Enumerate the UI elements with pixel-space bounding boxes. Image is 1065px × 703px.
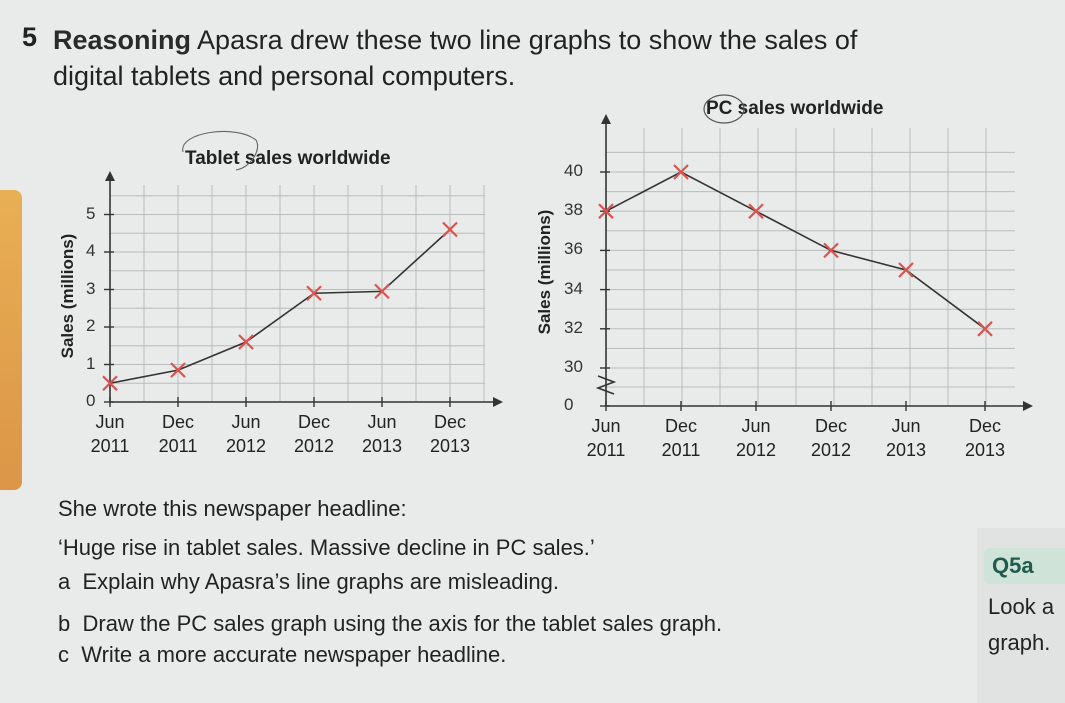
pc-series-line (605, 171, 986, 330)
tablet-chart-title: Tablet sales worldwide (185, 148, 391, 169)
tablet-y-axis-label: Sales (millions) (58, 233, 77, 359)
tablet-point-0 (102, 375, 118, 392)
tablet-x-tick-month: Jun (231, 412, 261, 432)
part-b: b Draw the PC sales graph using the axis… (58, 610, 722, 638)
pc-x-tick-month: Dec (814, 416, 847, 436)
part-c-text: Write a more accurate newspaper headline… (81, 642, 507, 667)
tablet-sales-chart (102, 130, 503, 407)
pc-chart-title: PC sales worldwide (706, 98, 884, 119)
pc-axis-break-icon (595, 375, 617, 395)
tablet-y-tick-label: 4 (86, 241, 96, 260)
tablet-series-line (109, 228, 451, 385)
part-c-letter: c (58, 642, 69, 667)
part-a-text: Explain why Apasra’s line graphs are mis… (82, 569, 560, 594)
pc-y-tick-label: 40 (564, 161, 583, 180)
pc-point-5 (977, 321, 993, 337)
pc-x-tick-year: 2012 (810, 440, 852, 460)
question-label: Reasoning (53, 25, 192, 55)
pc-x-tick-year: 2011 (586, 440, 626, 460)
part-a-letter: a (58, 569, 71, 594)
pc-y-arrow (601, 114, 611, 124)
pc-point-3 (823, 242, 839, 259)
pc-x-tick-month: Dec (664, 416, 697, 436)
tablet-point-4 (374, 283, 390, 300)
pc-y-tick-label: 32 (564, 317, 583, 337)
page-tab-edge (0, 190, 22, 490)
pc-x-tick-month: Dec (968, 416, 1001, 436)
tablet-x-tick-year: 2012 (225, 436, 267, 456)
tablet-point-1 (170, 362, 186, 378)
pc-x-tick-month: Jun (741, 416, 771, 436)
pc-x-tick-year: 2012 (735, 440, 777, 460)
headline-quote: ‘Huge rise in tablet sales. Massive decl… (58, 535, 595, 560)
question-number: 5 (22, 22, 38, 52)
tablet-x-tick-year: 2012 (293, 436, 335, 456)
tablet-x-tick-year: 2011 (90, 436, 130, 456)
pc-x-tick-year: 2013 (885, 440, 927, 460)
tablet-x-tick-year: 2013 (429, 436, 471, 456)
pc-x-tick-month: Jun (891, 416, 921, 436)
pc-y-tick-label: 30 (564, 357, 583, 376)
pc-y-tick-label: 34 (564, 278, 583, 298)
question-intro: Reasoning Apasra drew these two line gra… (53, 22, 883, 94)
part-b-text: Draw the PC sales graph using the axis f… (82, 611, 723, 636)
pc-point-2 (748, 203, 764, 219)
tablet-x-tick-year: 2011 (158, 436, 198, 456)
side-note-2: graph. (988, 630, 1051, 655)
tablet-point-3 (306, 285, 322, 302)
tablet-point-5 (442, 221, 458, 238)
tablet-point-2 (238, 334, 254, 350)
pc-x-tick-year: 2013 (964, 440, 1006, 460)
pc-x-tick-year: 2011 (661, 440, 701, 460)
part-a: a Explain why Apasra’s line graphs are m… (58, 568, 559, 596)
q5a-badge: Q5a (984, 548, 1065, 584)
tablet-circle-annotation (182, 130, 258, 171)
tablet-x-tick-month: Jun (367, 412, 397, 432)
pc-y-axis-label: Sales (millions) (535, 209, 554, 335)
pc-y-tick-label: 38 (564, 200, 583, 220)
part-b-letter: b (58, 611, 71, 636)
tablet-x-tick-month: Dec (161, 412, 194, 432)
tablet-x-tick-month: Dec (433, 412, 466, 432)
intro-line-2: digital tablets and personal computers. (53, 61, 516, 91)
pc-y-tick-label: 36 (564, 239, 583, 259)
side-note-1: Look a (988, 594, 1055, 619)
intro-line-1: Apasra drew these two line graphs to sho… (197, 25, 858, 55)
wrote-line: She wrote this newspaper headline: (58, 496, 407, 521)
tablet-y-arrow (105, 171, 115, 181)
tablet-x-tick-month: Jun (95, 412, 125, 432)
pc-point-4 (898, 262, 914, 278)
tablet-y-tick-label: 2 (86, 316, 96, 335)
tablet-x-tick-year: 2013 (361, 436, 403, 456)
pc-point-1 (673, 164, 689, 180)
tablet-y-tick-label: 5 (86, 203, 96, 223)
part-c: c Write a more accurate newspaper headli… (58, 641, 506, 669)
tablet-x-tick-month: Dec (297, 412, 330, 432)
pc-y-tick-label: 0 (564, 395, 574, 414)
pc-x-arrow (1023, 401, 1033, 411)
pc-sales-chart (595, 94, 1033, 411)
pc-point-0 (598, 203, 614, 219)
tablet-y-tick-label: 1 (86, 353, 96, 373)
tablet-y-tick-label: 0 (86, 391, 96, 410)
pc-x-tick-month: Jun (591, 416, 621, 436)
tablet-y-tick-label: 3 (86, 278, 96, 298)
tablet-x-arrow (493, 397, 503, 407)
pc-circle-annotation (703, 94, 745, 124)
